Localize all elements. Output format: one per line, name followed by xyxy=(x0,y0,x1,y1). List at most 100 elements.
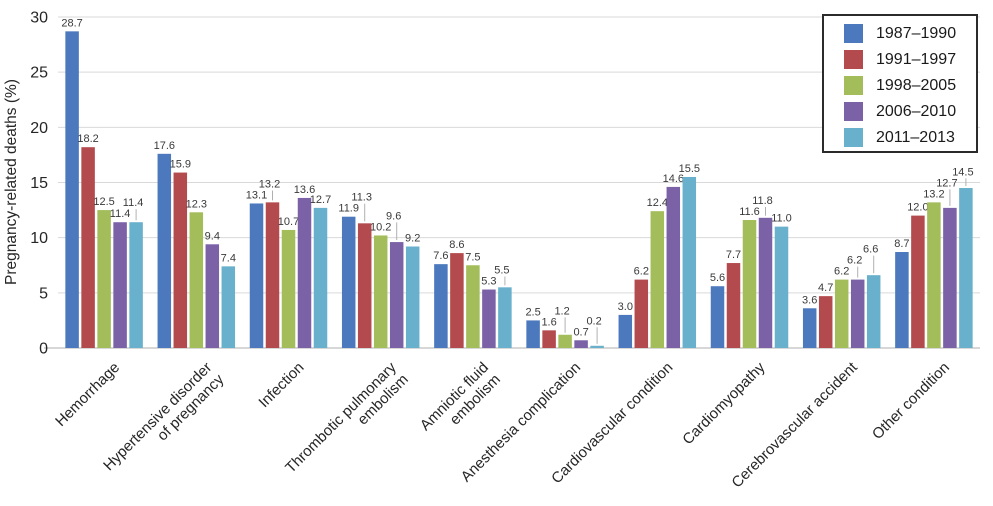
bar xyxy=(249,203,264,348)
value-label: 3.0 xyxy=(618,301,633,313)
value-label: 3.6 xyxy=(802,294,817,306)
legend-label: 1987–1990 xyxy=(876,25,957,42)
value-label: 13.2 xyxy=(259,178,280,190)
bar xyxy=(341,216,356,348)
value-label: 12.7 xyxy=(310,194,331,206)
value-label: 9.2 xyxy=(405,232,420,244)
legend-swatch-1991-1997 xyxy=(844,50,863,69)
bar xyxy=(895,252,909,348)
bar xyxy=(634,279,649,348)
legend-item: 1987–1990 xyxy=(844,24,976,43)
bar xyxy=(850,279,865,348)
legend-swatch-1998-2005 xyxy=(844,76,863,95)
value-label: 1.2 xyxy=(554,305,569,317)
value-label: 2.5 xyxy=(525,306,540,318)
value-label: 12.7 xyxy=(936,177,957,189)
x-category-label: Hypertensive disorderof pregnancy xyxy=(100,359,228,487)
value-label: 11.9 xyxy=(338,203,359,215)
legend-item: 1998–2005 xyxy=(844,76,976,95)
bar xyxy=(959,188,973,348)
bar xyxy=(265,202,280,348)
bar xyxy=(911,215,925,348)
bar xyxy=(498,287,512,348)
bar xyxy=(818,296,833,348)
value-label: 11.3 xyxy=(351,192,372,204)
legend-swatch-1987-1990 xyxy=(844,24,863,43)
bar xyxy=(927,202,941,348)
bar xyxy=(434,264,448,348)
value-label: 0.2 xyxy=(586,315,601,327)
bar xyxy=(866,275,881,348)
value-label: 10.7 xyxy=(278,216,299,228)
y-tick-label: 15 xyxy=(30,175,48,192)
legend-label: 1998–2005 xyxy=(876,77,957,94)
y-tick-label: 25 xyxy=(30,65,48,82)
value-label: 14.6 xyxy=(663,173,684,185)
bar xyxy=(157,153,172,348)
bar xyxy=(281,229,296,348)
value-label: 12.5 xyxy=(93,196,114,208)
legend-item: 1991–1997 xyxy=(844,50,976,69)
value-label: 10.2 xyxy=(370,221,391,233)
y-tick-label: 10 xyxy=(30,230,48,247)
value-label: 12.3 xyxy=(186,198,207,210)
value-label: 18.2 xyxy=(77,133,98,145)
value-label: 15.9 xyxy=(170,159,191,171)
value-label: 28.7 xyxy=(61,17,82,29)
bar xyxy=(618,314,633,348)
bar xyxy=(542,330,556,348)
y-tick-label: 0 xyxy=(39,341,48,358)
value-label: 12.4 xyxy=(647,197,668,209)
bar xyxy=(97,210,111,348)
value-label: 11.4 xyxy=(123,197,144,209)
bar xyxy=(65,31,79,349)
bar xyxy=(834,279,849,348)
value-label: 6.2 xyxy=(847,255,862,267)
legend-label: 2006–2010 xyxy=(876,103,957,120)
value-label: 9.4 xyxy=(205,230,220,242)
x-category-label: Cardiomyopathy xyxy=(679,359,769,449)
value-label: 13.6 xyxy=(294,184,315,196)
value-label: 11.4 xyxy=(110,208,131,220)
bar xyxy=(297,197,312,348)
bar xyxy=(726,263,741,348)
x-category-label: Amniotic fluidembolism xyxy=(417,359,504,446)
value-label: 0.7 xyxy=(573,326,588,338)
bar xyxy=(742,220,757,348)
legend-swatch-2006-2010 xyxy=(844,102,863,121)
bar xyxy=(81,147,95,348)
bar xyxy=(189,212,204,348)
value-label: 5.6 xyxy=(710,272,725,284)
bar xyxy=(221,266,236,348)
bar xyxy=(389,242,404,348)
value-label: 13.2 xyxy=(923,188,944,200)
x-category-label: Other condition xyxy=(869,359,953,443)
value-label: 9.6 xyxy=(386,210,401,222)
bar xyxy=(466,265,480,348)
legend-item: 2011–2013 xyxy=(844,128,976,147)
bar xyxy=(710,286,725,348)
value-label: 6.2 xyxy=(834,266,849,278)
value-label: 13.1 xyxy=(246,189,267,201)
value-label: 17.6 xyxy=(154,140,175,152)
value-label: 11.6 xyxy=(739,206,760,218)
value-label: 8.7 xyxy=(894,238,909,250)
bar xyxy=(405,246,420,348)
bar xyxy=(173,172,188,348)
bar xyxy=(574,340,588,348)
bar xyxy=(526,320,540,348)
bar xyxy=(682,176,697,348)
bar xyxy=(205,244,220,348)
value-label: 7.5 xyxy=(465,251,480,263)
x-category-label: Infection xyxy=(255,359,307,411)
y-tick-label: 30 xyxy=(30,10,48,27)
value-label: 5.3 xyxy=(481,276,496,288)
legend-item: 2006–2010 xyxy=(844,102,976,121)
value-label: 7.7 xyxy=(726,249,741,261)
y-tick-label: 5 xyxy=(39,285,48,302)
bar xyxy=(113,222,127,348)
bar xyxy=(590,345,604,348)
bar xyxy=(774,226,789,348)
